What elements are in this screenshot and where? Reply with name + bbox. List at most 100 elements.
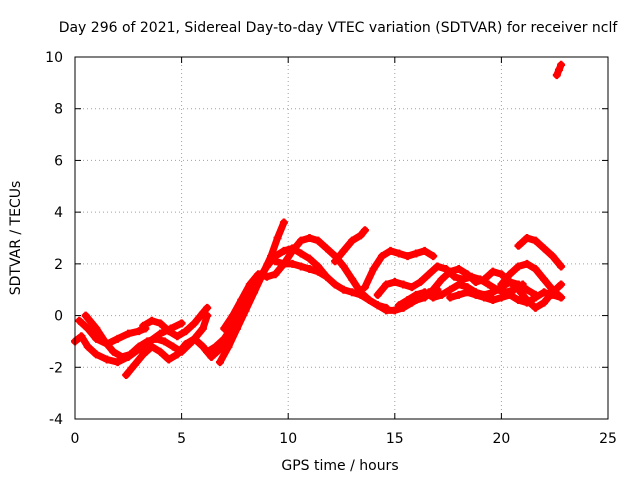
series-track-18 [552, 60, 566, 80]
data-point [250, 288, 259, 297]
y-tick-label: -4 [49, 412, 63, 428]
data-point [156, 329, 165, 338]
data-point [450, 272, 459, 281]
x-tick-label: 0 [71, 431, 80, 447]
data-point [403, 252, 412, 261]
data-point [173, 332, 182, 341]
data-point [233, 324, 242, 333]
data-point [356, 231, 365, 240]
data-point [540, 298, 549, 307]
data-point [433, 262, 442, 271]
grid-layer [75, 57, 608, 419]
y-tick-label: 10 [45, 50, 63, 66]
data-point [190, 319, 199, 328]
x-tick-label: 5 [177, 431, 186, 447]
data-point [122, 371, 131, 380]
data-point [540, 288, 549, 297]
chart-title: Day 296 of 2021, Sidereal Day-to-day VTE… [59, 20, 619, 36]
data-point [190, 334, 199, 343]
data-point [164, 327, 173, 336]
data-point [531, 293, 540, 302]
x-tick-label: 10 [279, 431, 297, 447]
series-line [220, 234, 390, 332]
data-point [296, 236, 305, 245]
data-point [437, 290, 446, 299]
y-axis-label: SDTVAR / TECUs [8, 181, 24, 296]
data-point [181, 327, 190, 336]
data-point [412, 249, 421, 258]
data-point [348, 275, 357, 284]
series-track-16 [514, 234, 566, 271]
data-point [267, 252, 276, 261]
data-point [331, 280, 340, 289]
series-track-2 [75, 316, 150, 349]
series-line [515, 234, 565, 270]
data-point [540, 275, 549, 284]
data-point [459, 275, 468, 284]
data-point [429, 293, 438, 302]
data-point [416, 277, 425, 286]
data-point [245, 280, 254, 289]
y-tick-label: 8 [54, 102, 63, 118]
data-point [557, 262, 566, 271]
data-point [143, 337, 152, 346]
data-point [126, 350, 135, 359]
data-point [305, 234, 314, 242]
data-point [531, 236, 540, 245]
x-axis-label: GPS time / hours [281, 458, 398, 474]
data-point [437, 275, 446, 284]
y-tick-label: -2 [49, 360, 63, 376]
data-point [552, 71, 561, 80]
data-point [271, 257, 280, 266]
data-point [279, 259, 288, 268]
data-point [203, 347, 212, 356]
data-point [305, 254, 314, 263]
data-point [348, 236, 357, 245]
data-point [356, 290, 365, 299]
y-tick-label: 0 [54, 309, 63, 325]
data-point [446, 293, 455, 302]
data-point [390, 277, 399, 286]
data-point [220, 334, 229, 343]
data-point [241, 306, 250, 315]
data-point [339, 246, 348, 255]
data-point [288, 259, 297, 268]
data-point [198, 324, 207, 333]
data-point [412, 296, 421, 305]
y-tick-label: 2 [54, 257, 63, 273]
series-track-17 [497, 259, 566, 302]
data-point [102, 355, 111, 364]
data-point [360, 283, 369, 292]
data-point [164, 355, 173, 364]
data-point [522, 285, 531, 294]
data-point [420, 246, 429, 255]
data-point [92, 350, 101, 359]
data-point [554, 65, 563, 74]
data-point [211, 342, 220, 351]
data-point [514, 262, 523, 271]
data-point [207, 352, 216, 361]
data-point [454, 265, 463, 274]
data-point [220, 324, 229, 333]
x-tick-label: 15 [386, 431, 404, 447]
data-point [540, 244, 549, 253]
data-point [130, 360, 139, 369]
data-point [147, 316, 156, 325]
data-point [75, 316, 84, 325]
data-point [488, 288, 497, 297]
data-point [480, 275, 489, 284]
data-point [147, 342, 156, 351]
data-point [331, 257, 340, 266]
data-point [420, 293, 429, 302]
plot-frame [74, 56, 609, 420]
data-point [407, 283, 416, 292]
data-point [228, 311, 237, 320]
data-point [522, 298, 531, 307]
data-point [254, 270, 263, 279]
data-point [471, 277, 480, 286]
data-point [557, 293, 566, 302]
data-point [522, 234, 531, 242]
data-point [173, 350, 182, 359]
data-point [454, 280, 463, 289]
